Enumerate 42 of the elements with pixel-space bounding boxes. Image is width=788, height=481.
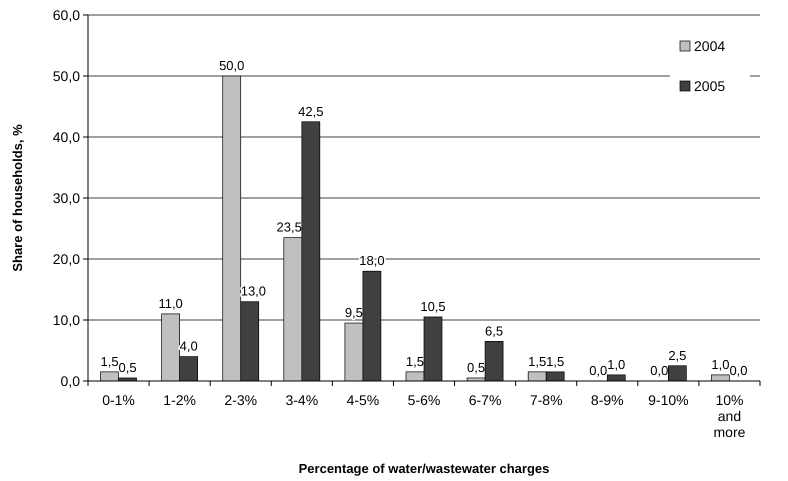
y-tick-label: 50,0 [52, 68, 80, 84]
y-axis-title: Share of households, % [10, 124, 25, 272]
x-tick-label: 8-9% [590, 392, 624, 408]
legend-label: 2005 [694, 78, 726, 94]
x-tick-label: 1-2% [163, 392, 196, 408]
x-tick-label: 6-7% [468, 392, 502, 408]
data-label: 2,5 [668, 348, 686, 363]
data-label: 0,0 [589, 363, 608, 378]
y-tick-label: 60,0 [52, 6, 80, 23]
data-label: 1,5 [406, 354, 424, 369]
data-label: 1,0 [711, 356, 730, 372]
y-tick-label: 20,0 [52, 250, 80, 267]
data-label: 9,5 [344, 305, 363, 320]
data-label: 13,0 [240, 284, 266, 299]
y-tick-label: 30,0 [52, 190, 80, 206]
data-label: 0,0 [650, 363, 668, 378]
data-label: 1,5 [528, 354, 546, 369]
x-axis-title: Percentage of water/wastewater charges [298, 461, 550, 476]
data-label: 42,5 [298, 104, 324, 119]
data-label: 0,0 [729, 363, 748, 378]
x-tick-label: 3-4% [285, 392, 318, 408]
data-label: 11,0 [158, 296, 183, 311]
x-tick-label: 2-3% [224, 392, 258, 408]
data-label: 6,5 [485, 323, 504, 338]
data-label: 1,5 [546, 354, 564, 369]
x-tick-label: 5-6% [408, 392, 440, 408]
data-label: 10,5 [420, 298, 446, 314]
y-tick-label: 10,0 [52, 312, 80, 328]
data-label: 50,0 [219, 58, 244, 73]
x-tick-label: 4-5% [346, 392, 380, 408]
x-tick-label: 0-1% [102, 392, 135, 408]
legend-label: 2004 [694, 38, 726, 54]
x-tick-label: 7-8% [530, 392, 563, 408]
x-tick-label: 9-10% [648, 392, 689, 408]
y-tick-label: 40,0 [52, 128, 80, 145]
data-label: 0,5 [467, 360, 486, 375]
x-tick-label: 10% and more [714, 392, 746, 440]
data-label: 23,5 [276, 220, 302, 235]
y-tick-label: 0,0 [60, 372, 80, 389]
data-label: 0,5 [118, 360, 137, 375]
data-label: 1,5 [100, 354, 119, 369]
data-label: 1,0 [607, 356, 626, 372]
